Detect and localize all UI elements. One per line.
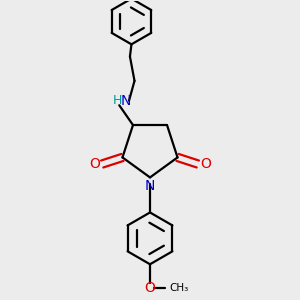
Text: H: H [113,94,122,107]
Text: N: N [121,94,131,108]
Text: N: N [145,179,155,193]
Text: O: O [89,157,100,171]
Text: CH₃: CH₃ [170,283,189,293]
Text: O: O [145,281,155,295]
Text: O: O [200,157,211,171]
